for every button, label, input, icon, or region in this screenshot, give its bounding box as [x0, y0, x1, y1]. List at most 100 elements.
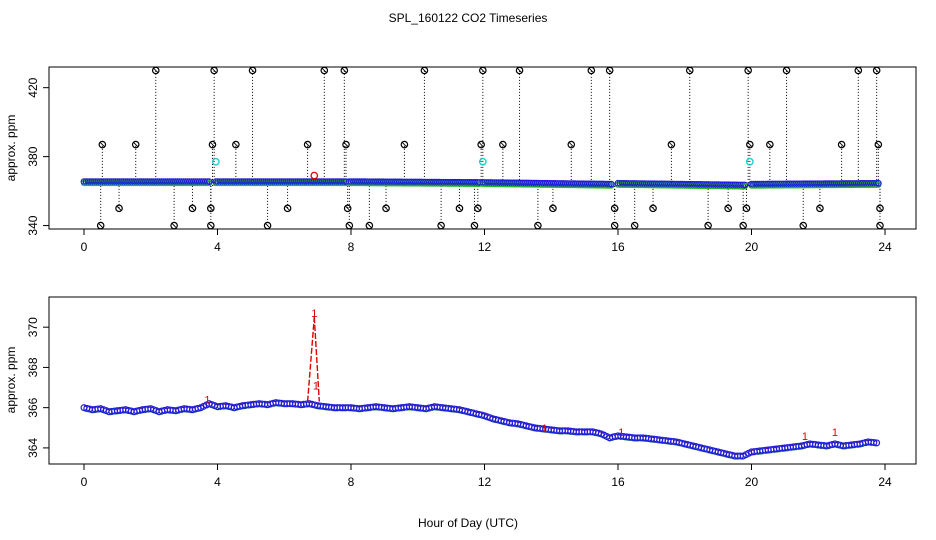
data-point	[874, 179, 882, 187]
series-line-flag	[551, 427, 560, 430]
series-line-flag	[751, 448, 760, 451]
outlier-point	[188, 204, 197, 213]
outlier-point	[170, 221, 178, 230]
series-line-flag	[492, 416, 502, 420]
outlier-point-cross	[725, 206, 731, 211]
data-point	[873, 439, 881, 447]
outlier-point	[320, 66, 329, 75]
series-line-flag	[809, 441, 819, 444]
outlier-point	[549, 204, 557, 213]
outlier-point-cross	[767, 142, 773, 147]
outlier-point-cross	[588, 68, 594, 73]
outlier-point	[420, 66, 429, 75]
outlier-point-cross	[747, 142, 753, 147]
outlier-point-cross	[208, 206, 214, 211]
top-y-axis-label: approx. ppm	[4, 115, 18, 182]
outlier-point-cross	[321, 68, 327, 73]
series-line-flag	[175, 406, 185, 410]
series-line-flag	[793, 443, 802, 446]
outlier-point	[477, 140, 485, 149]
bottom-panel: approx. ppm 0 4 8 12 16 20 24 364 366 368 370 1 1 1 1 1…	[4, 296, 917, 489]
outlier-point	[343, 204, 352, 213]
spike-marker: 1	[832, 427, 838, 439]
series-line-flag	[709, 447, 719, 451]
outlier-point-cross	[650, 206, 656, 211]
outlier-point-cross	[422, 68, 427, 73]
outlier-point-cross	[745, 68, 751, 73]
outlier-point-cross	[305, 142, 310, 147]
outlier-point-cross	[133, 142, 139, 147]
series-line-flag	[617, 433, 627, 436]
outlier-point	[515, 66, 524, 75]
series-line-flag	[501, 418, 510, 422]
series-line-flag	[92, 406, 101, 409]
series-line-flag	[692, 443, 702, 447]
outlier-point	[605, 66, 614, 75]
spike-marker: 1	[802, 431, 808, 443]
y-tick-label: 370	[26, 317, 40, 337]
flagged-point	[478, 157, 487, 166]
y-tick-label: 366	[26, 397, 40, 417]
series-line-flag	[167, 407, 176, 410]
outlier-point	[283, 204, 292, 213]
flagged-point	[211, 157, 220, 166]
series-line-flag	[409, 404, 418, 407]
series-line-flag	[434, 404, 443, 407]
series-line-flag	[818, 442, 827, 445]
outlier-point-cross	[250, 68, 255, 73]
series-line-flag	[834, 441, 844, 445]
series-line-flag	[267, 400, 277, 404]
x-tick-label: 24	[878, 240, 892, 254]
outlier-point	[874, 140, 883, 149]
data-point	[741, 181, 749, 189]
outlier-point-cross	[855, 68, 861, 73]
outlier-point-cross	[632, 223, 638, 228]
data-point	[870, 439, 878, 447]
outlier-point	[248, 66, 257, 75]
outlier-point-cross	[265, 223, 270, 228]
outlier-point	[207, 221, 215, 230]
outlier-point-cross	[345, 206, 350, 211]
outlier-point	[876, 204, 884, 213]
series-line-flag	[401, 404, 410, 407]
outlier-point-cross	[517, 68, 522, 73]
bottom-plot-frame	[48, 296, 917, 465]
outlier-point	[131, 140, 140, 149]
x-tick-label: 16	[611, 475, 625, 489]
series-line-flag	[259, 401, 268, 404]
series-line-flag	[325, 404, 335, 407]
series-line-flag	[868, 439, 877, 442]
series-line-flag	[859, 439, 869, 443]
outlier-point-cross	[475, 206, 481, 211]
series-line-flag	[676, 439, 685, 443]
series-line-flag	[292, 401, 301, 404]
outlier-point-cross	[210, 142, 215, 147]
series-line-flag	[250, 401, 260, 404]
outlier-point-cross	[233, 142, 239, 147]
spike-marker: 1	[618, 427, 624, 439]
outlier-point	[400, 140, 409, 149]
bottom-y-axis-label: approx. ppm	[4, 347, 18, 414]
outlier-point	[667, 140, 676, 149]
outlier-point	[630, 221, 639, 230]
outlier-point	[342, 140, 350, 149]
series-line-flag	[509, 420, 518, 423]
outlier-point	[470, 221, 479, 230]
outlier-point-cross	[208, 223, 214, 228]
outlier-point-cross	[367, 223, 372, 228]
outlier-point-cross	[402, 142, 407, 147]
outlier-point	[365, 221, 374, 230]
outlier-point-cross	[550, 206, 556, 211]
x-tick-label: 12	[478, 240, 492, 254]
series-line-flag	[567, 428, 577, 431]
outlier-point	[746, 140, 754, 149]
spike-marker: 1	[542, 423, 548, 435]
series-line-flag	[592, 429, 602, 433]
outlier-point-cross	[607, 68, 612, 73]
outlier-point	[345, 221, 354, 230]
series-line-flag	[217, 403, 226, 406]
outlier-point-cross	[190, 206, 195, 211]
outlier-point-cross	[116, 206, 122, 211]
series-line-flag	[384, 405, 393, 408]
spike-marker: 1	[313, 381, 319, 393]
